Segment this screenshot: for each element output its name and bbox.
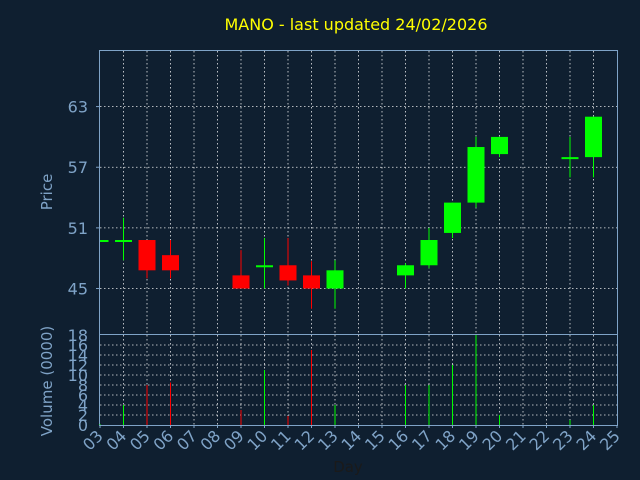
volume-tick-label: 2 [78,406,88,425]
candle-17 [420,227,438,269]
candle-body [561,157,579,160]
candles [100,116,602,309]
price-tick-label: 63 [68,98,88,117]
candle-body [420,240,438,266]
volume-bars [99,335,594,425]
volume-tick-label: 4 [78,396,88,415]
candle-body [256,265,273,268]
candle-body [232,275,250,289]
candle-23 [561,136,579,178]
candle-body [444,202,461,233]
candle-12 [303,261,320,309]
candle-body [138,240,156,271]
candle-body [115,240,132,243]
price-axis-label: Price [38,174,56,211]
price-tick-labels: 45 51 57 63 [68,98,100,299]
x-axis-label: Day [333,458,363,476]
volume-tick-label: 18 [68,326,88,345]
volume-tick-label: 0 [78,416,88,435]
volume-tick-label: 16 [68,336,88,355]
volume-tick-label: 10 [68,366,88,385]
price-tick-label: 57 [68,158,88,177]
candle-body [100,240,109,243]
candle-13 [326,260,344,309]
candle-11 [279,237,297,286]
x-tick-labels: 0304050607080910111213141516171819202122… [79,425,624,454]
candle-20 [491,136,508,158]
candle-body [397,265,414,276]
candle-24 [585,116,602,178]
candle-18 [444,202,461,238]
chart-title: MANO - last updated 24/02/2026 [224,15,487,34]
volume-tick-label: 6 [78,386,88,405]
candle-16 [397,263,414,289]
price-tick-label: 45 [68,280,88,299]
candle-body [585,116,602,158]
candle-10 [256,237,273,289]
candle-body [303,275,320,289]
candle-03 [100,240,109,243]
candle-04 [115,217,132,261]
candle-body [279,265,297,281]
volume-tick-label: 14 [68,346,88,365]
candle-06 [162,240,179,279]
volume-tick-label: 12 [68,356,88,375]
candle-19 [467,136,485,208]
price-tick-label: 51 [68,219,88,238]
candle-body [467,147,485,203]
candle-body [162,255,179,271]
volume-tick-label: 8 [78,376,88,395]
volume-axis-label: Volume (0000) [38,326,56,436]
candle-09 [232,250,250,289]
candle-body [326,270,344,289]
candle-body [491,136,508,155]
candle-05 [138,240,156,279]
